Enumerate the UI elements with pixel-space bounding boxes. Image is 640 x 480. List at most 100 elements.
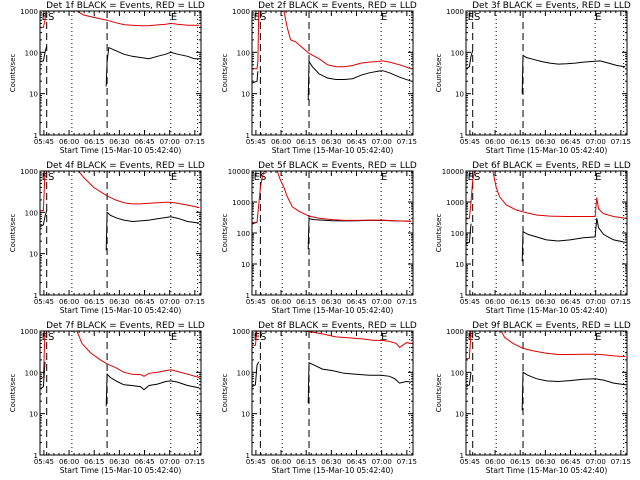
y-tick-label: 1000 (232, 199, 250, 207)
series-line-events (252, 361, 412, 404)
x-tick-label: 06:30 (321, 138, 341, 146)
series-line-events (40, 361, 200, 407)
x-tick-label: 06:15 (84, 138, 104, 146)
panel-title: Det 3f BLACK = Events, RED = LLD (472, 1, 631, 11)
x-tick-label: 07:15 (611, 298, 631, 306)
y-tick-label: 1000 (446, 199, 464, 207)
x-tick-label: 05:45 (34, 298, 54, 306)
x-tick-label: 07:15 (397, 298, 417, 306)
panel-title: Det 4f BLACK = Events, RED = LLD (46, 161, 205, 171)
panel-det-6: Det 6f BLACK = Events, RED = LLD Counts/s… (435, 161, 631, 315)
y-axis-label: Counts/sec (435, 374, 443, 413)
y-tick-label: 1000 (20, 168, 38, 176)
marker-label: ES (254, 12, 267, 23)
y-tick-label: 100 (451, 49, 464, 57)
x-tick-label: 06:15 (510, 458, 530, 466)
series-line-events (466, 50, 626, 94)
x-tick-label: 06:00 (271, 138, 291, 146)
marker-label: E (381, 12, 387, 23)
y-tick-label: 100 (237, 49, 250, 57)
x-axis-label: Start Time (15-Mar-10 05:42:40) (60, 466, 182, 475)
marker-label: E (595, 332, 601, 343)
x-tick-label: 05:45 (246, 138, 266, 146)
y-tick-label: 10 (455, 261, 464, 269)
y-tick-label: 1000 (20, 328, 38, 336)
y-tick-label: 1 (34, 292, 38, 300)
marker-label: ES (254, 332, 267, 343)
x-tick-label: 06:30 (535, 298, 555, 306)
panel-det-9: Det 9f BLACK = Events, RED = LLD Counts/s… (435, 321, 631, 475)
x-axis-label: Start Time (15-Mar-10 05:42:40) (486, 306, 608, 315)
panel-title: Det 7f BLACK = Events, RED = LLD (46, 321, 205, 331)
x-tick-label: 07:15 (397, 138, 417, 146)
x-tick-label: 06:00 (59, 298, 79, 306)
x-tick-label: 07:00 (160, 298, 180, 306)
x-tick-label: 06:45 (346, 138, 366, 146)
y-tick-label: 10 (29, 251, 38, 259)
marker-label: E (595, 172, 601, 183)
series-line-lld (466, 171, 626, 220)
plot-frame (465, 10, 628, 136)
x-tick-label: 06:30 (321, 298, 341, 306)
x-tick-label: 06:45 (134, 298, 154, 306)
y-tick-label: 1 (34, 452, 38, 460)
y-tick-label: 1 (34, 132, 38, 140)
x-tick-label: 06:15 (510, 298, 530, 306)
marker-label: ES (42, 12, 55, 23)
y-tick-label: 10000 (442, 168, 464, 176)
x-tick-label: 07:00 (160, 138, 180, 146)
panel-title: Det 1f BLACK = Events, RED = LLD (46, 1, 205, 11)
x-tick-label: 05:45 (34, 458, 54, 466)
panel-det-2: Det 2f BLACK = Events, RED = LLD Counts/s… (221, 1, 417, 155)
y-tick-label: 100 (451, 369, 464, 377)
x-tick-label: 06:00 (485, 138, 505, 146)
plot-frame (251, 10, 414, 136)
x-tick-label: 07:00 (586, 298, 606, 306)
x-axis-label: Start Time (15-Mar-10 05:42:40) (272, 146, 394, 155)
y-tick-label: 100 (451, 230, 464, 238)
x-axis-label: Start Time (15-Mar-10 05:42:40) (486, 146, 608, 155)
x-tick-label: 06:30 (109, 138, 129, 146)
plot-frame (39, 10, 202, 136)
series-line-events (466, 371, 626, 411)
x-tick-label: 06:45 (560, 458, 580, 466)
x-tick-label: 07:00 (372, 458, 392, 466)
series-group (40, 171, 200, 251)
y-tick-label: 1000 (232, 328, 250, 336)
x-tick-label: 06:30 (535, 138, 555, 146)
marker-label: E (171, 172, 177, 183)
y-tick-label: 10 (455, 91, 464, 99)
panel-title: Det 9f BLACK = Events, RED = LLD (472, 321, 631, 331)
marker-label: E (171, 332, 177, 343)
x-tick-label: 06:15 (296, 458, 316, 466)
y-tick-label: 10 (455, 411, 464, 419)
x-tick-label: 07:00 (372, 298, 392, 306)
x-axis-label: Start Time (15-Mar-10 05:42:40) (486, 466, 608, 475)
x-tick-label: 06:15 (84, 458, 104, 466)
x-tick-label: 06:00 (59, 138, 79, 146)
x-tick-label: 07:15 (185, 138, 205, 146)
series-line-events (252, 218, 412, 250)
y-axis-label: Counts/sec (9, 214, 17, 253)
x-tick-label: 06:00 (485, 298, 505, 306)
x-tick-label: 06:30 (535, 458, 555, 466)
y-tick-label: 10 (29, 411, 38, 419)
x-axis-label: Start Time (15-Mar-10 05:42:40) (272, 306, 394, 315)
x-tick-label: 06:45 (134, 138, 154, 146)
series-group (40, 11, 200, 87)
y-tick-label: 10 (29, 91, 38, 99)
x-tick-label: 06:45 (560, 138, 580, 146)
x-tick-label: 06:30 (109, 298, 129, 306)
y-tick-label: 1 (460, 452, 464, 460)
x-tick-label: 07:15 (397, 458, 417, 466)
panel-title: Det 8f BLACK = Events, RED = LLD (258, 321, 417, 331)
x-tick-label: 07:00 (586, 138, 606, 146)
y-tick-label: 10 (241, 261, 250, 269)
series-line-lld (252, 331, 412, 349)
y-axis-label: Counts/sec (221, 54, 229, 93)
x-tick-label: 07:00 (586, 458, 606, 466)
x-axis-label: Start Time (15-Mar-10 05:42:40) (60, 306, 182, 315)
series-line-events (40, 46, 200, 87)
series-group (252, 11, 412, 101)
